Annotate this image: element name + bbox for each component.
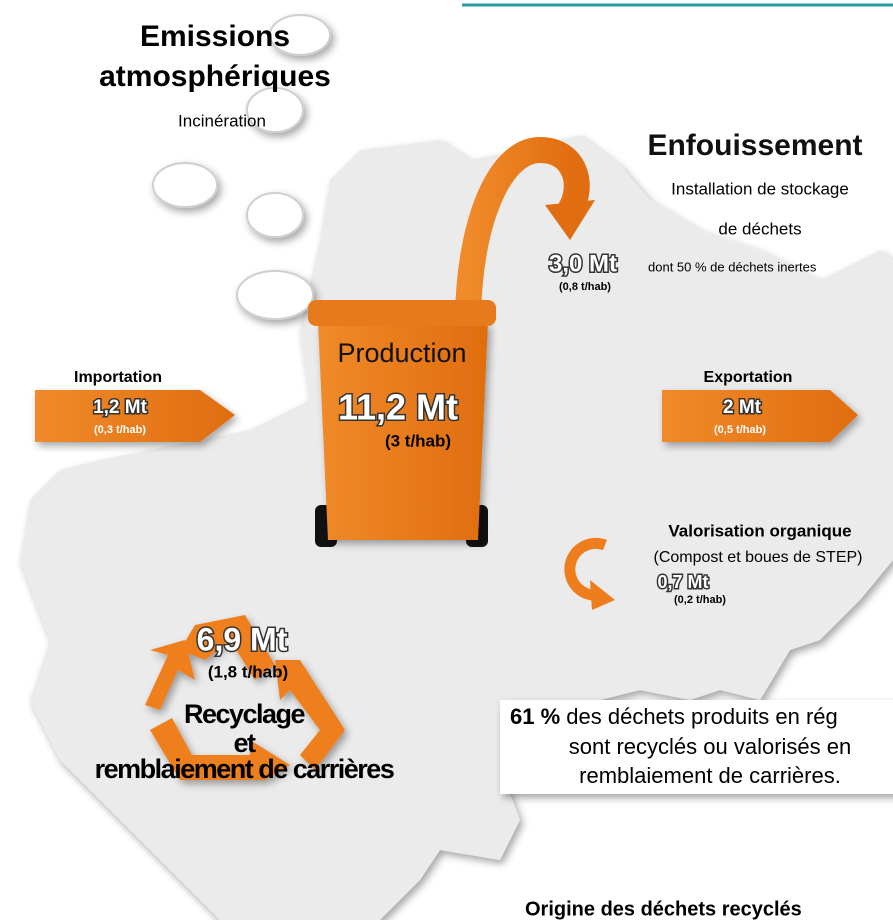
export-per-capita: (0,5 t/hab) xyxy=(714,424,766,436)
export-title: Exportation xyxy=(704,369,793,386)
production-title: Production xyxy=(337,338,466,368)
emissions-subtitle: Incinération xyxy=(178,111,266,130)
production-amount: 11,2 Mt xyxy=(338,387,458,428)
landfill-arrow xyxy=(455,136,590,316)
landfill-per-capita: (0,8 t/hab) xyxy=(559,281,611,293)
summary-line: 61 % des déchets produits en rég xyxy=(510,704,838,729)
emissions-title: atmosphériques xyxy=(99,60,331,93)
summary-text: des déchets produits en rég xyxy=(560,704,838,729)
organic-cycle-arrow xyxy=(564,537,607,601)
landfill-amount: 3,0 Mt xyxy=(549,250,617,277)
landfill-note: dont 50 % de déchets inertes xyxy=(648,259,817,274)
organic-amount: 0,7 Mt xyxy=(657,572,708,592)
recycling-amount: 6,9 Mt xyxy=(197,621,288,657)
footer-heading: Origine des déchets recyclés xyxy=(525,898,802,920)
emissions-title: Emissions xyxy=(140,20,290,53)
organic-per-capita: (0,2 t/hab) xyxy=(674,594,726,606)
summary-box xyxy=(500,700,893,794)
recycling-symbol xyxy=(145,615,345,780)
landfill-arrow-head xyxy=(545,200,595,240)
summary-highlight: 61 % xyxy=(510,704,560,729)
export-amount: 2 Mt xyxy=(723,397,762,418)
recycling-label: et xyxy=(233,728,256,758)
recycling-per-capita: (1,8 t/hab) xyxy=(208,662,288,681)
import-amount: 1,2 Mt xyxy=(93,397,148,418)
bin-lid xyxy=(308,300,496,326)
production-per-capita: (3 t/hab) xyxy=(385,431,451,450)
recycling-label: remblaiement de carrières xyxy=(95,754,394,784)
recycling-label: Recyclage xyxy=(184,699,306,729)
organic-cycle-head xyxy=(590,580,615,610)
landfill-subtitle: de déchets xyxy=(718,219,801,238)
import-title: Importation xyxy=(74,369,162,386)
clouds xyxy=(152,14,331,320)
export-arrow xyxy=(662,390,858,442)
organic-subtitle: (Compost et boues de STEP) xyxy=(654,549,863,566)
summary-line: sont recyclés ou valorisés en xyxy=(569,734,851,759)
landfill-title: Enfouissement xyxy=(647,129,862,162)
organic-title: Valorisation organique xyxy=(668,521,851,540)
bin-body xyxy=(318,322,488,540)
import-arrow xyxy=(35,390,235,442)
import-per-capita: (0,3 t/hab) xyxy=(94,424,146,436)
landfill-subtitle: Installation de stockage xyxy=(671,179,849,198)
summary-line: remblaiement de carrières. xyxy=(579,763,841,788)
